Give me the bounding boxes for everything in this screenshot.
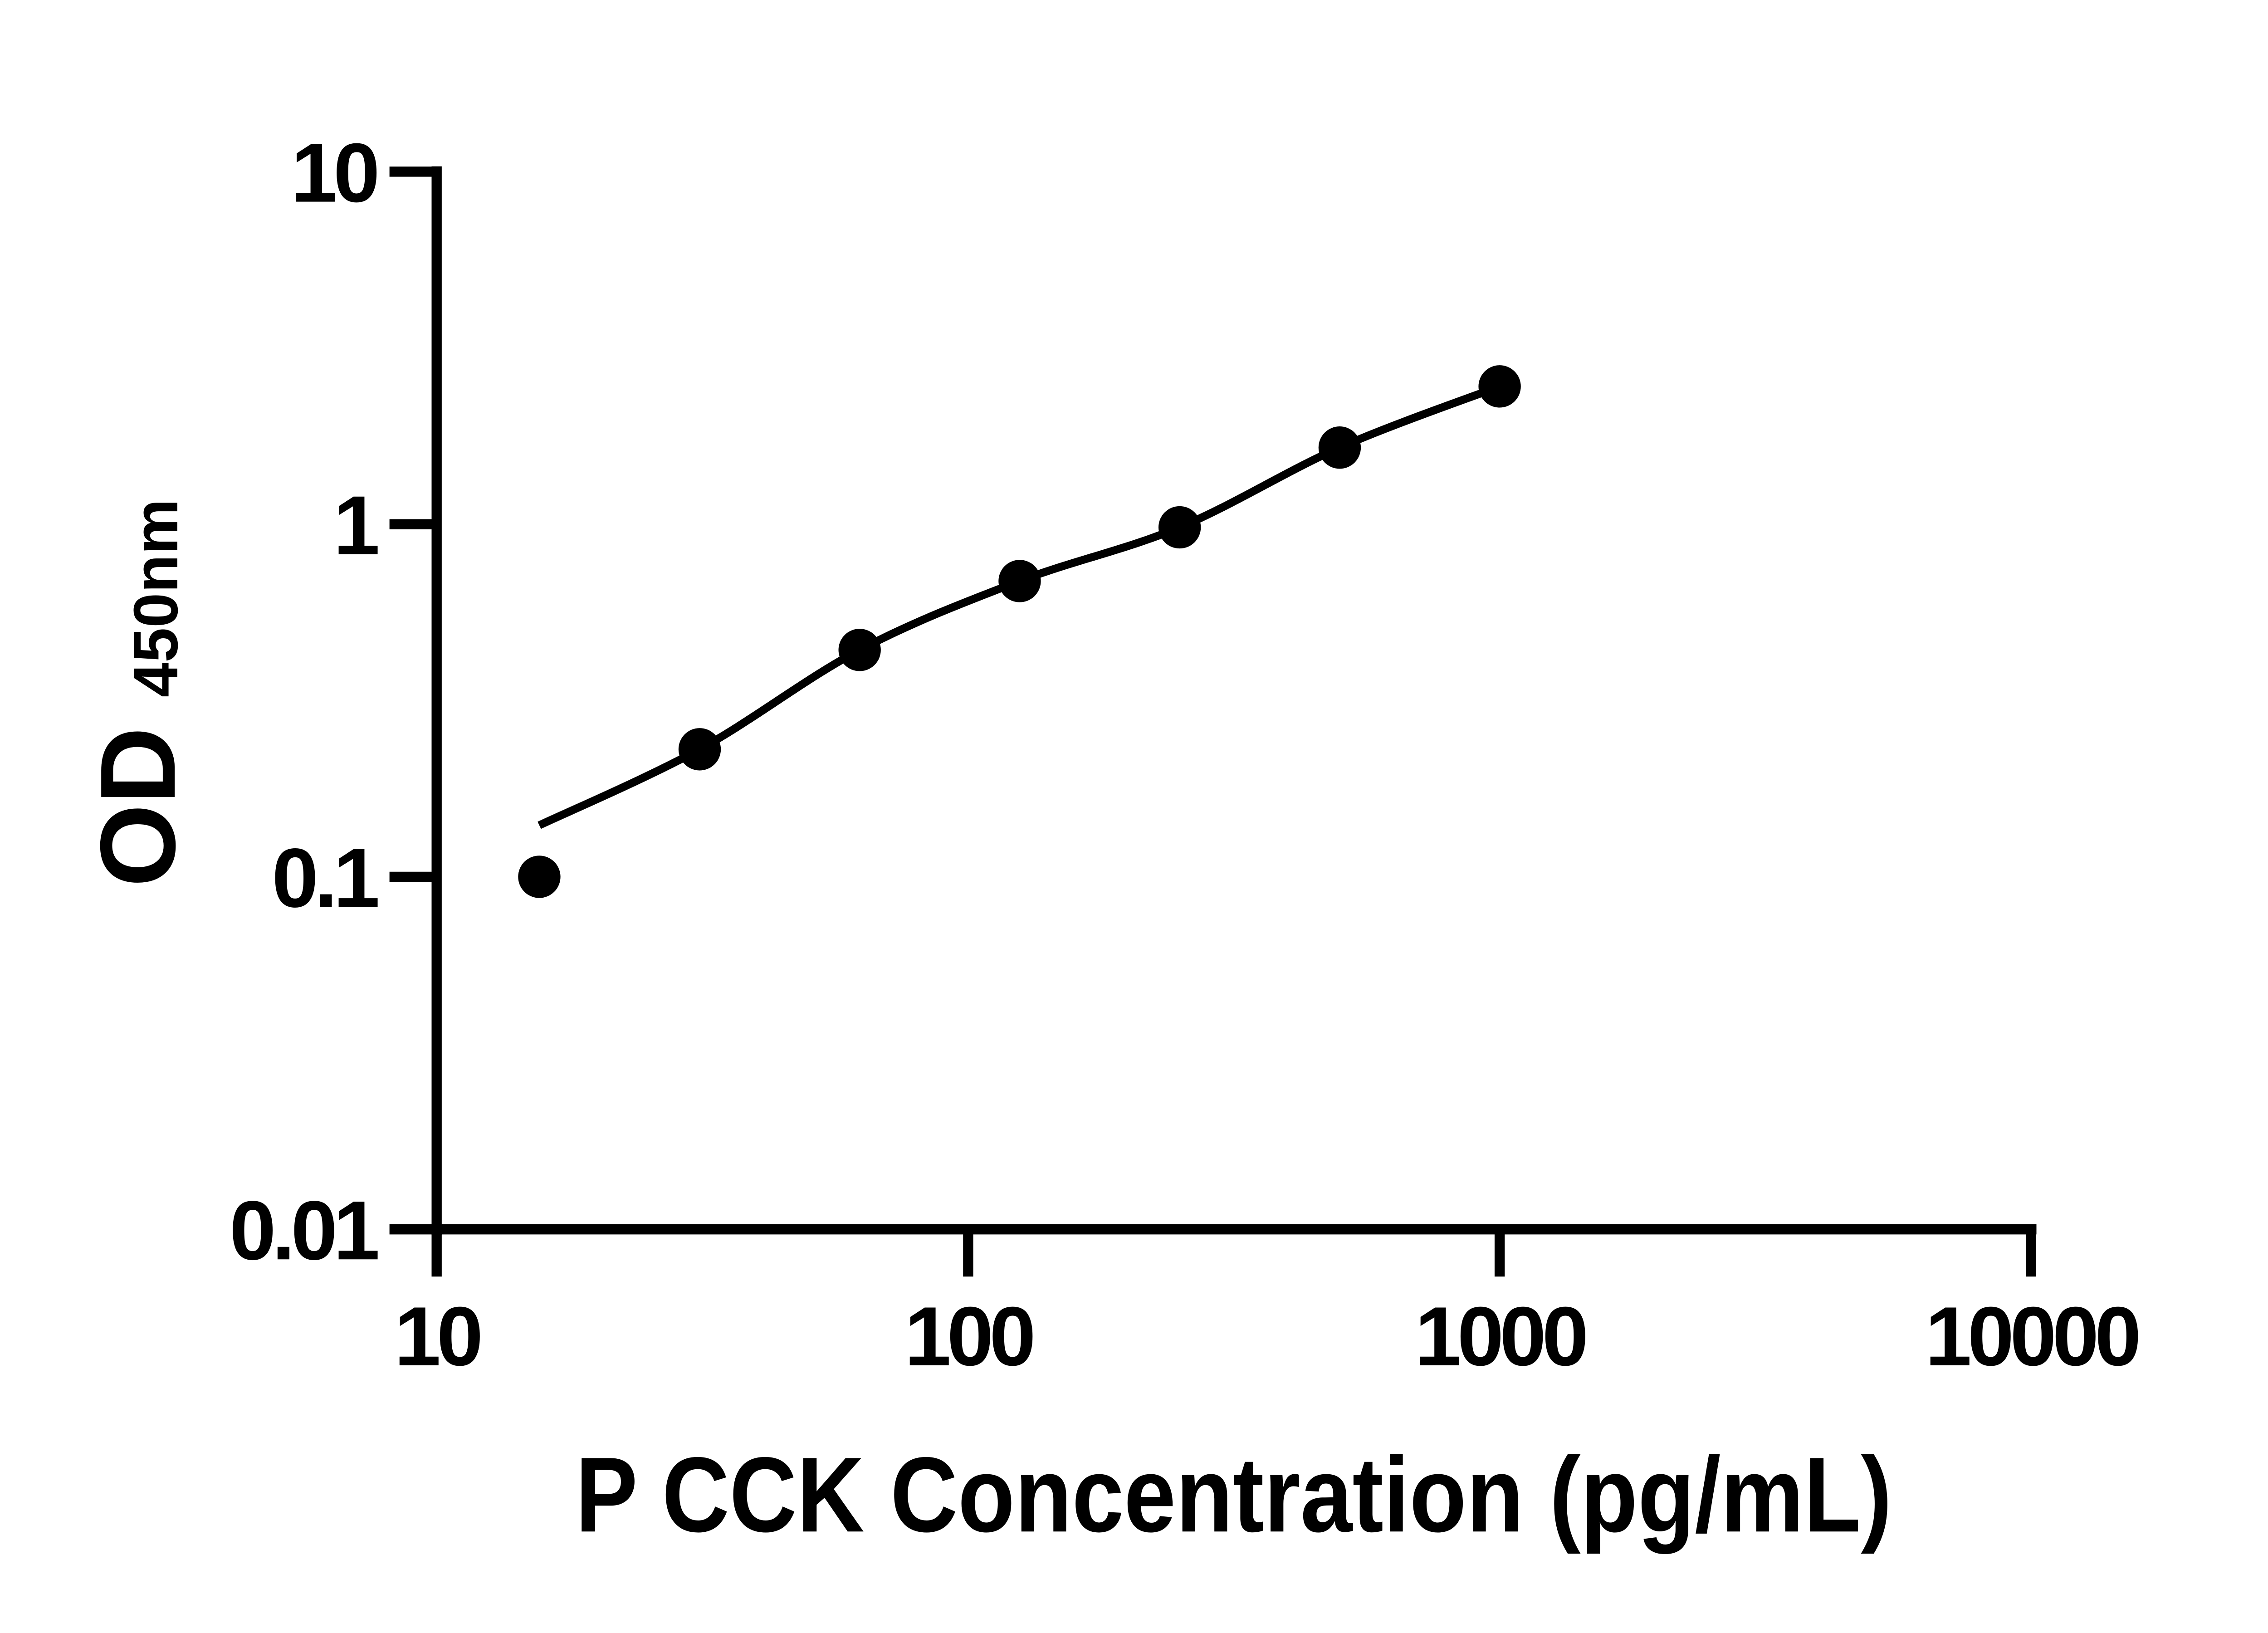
data-point (518, 856, 561, 898)
x-tick-label: 100 (904, 1290, 1033, 1384)
data-point (998, 560, 1041, 602)
y-axis-title-sub: 450nm (121, 499, 191, 697)
y-axis-title: OD 450nm (78, 499, 197, 887)
x-tick-marks (431, 1229, 2037, 1277)
data-points (518, 365, 1521, 898)
x-tick-label: 10 (394, 1290, 480, 1384)
y-tick-label: 0.1 (272, 831, 378, 925)
y-axis-title-main: OD (78, 727, 197, 887)
y-tick-label: 1 (333, 479, 378, 572)
data-point (1158, 506, 1201, 549)
y-tick-label: 10 (291, 127, 377, 220)
data-point (838, 629, 881, 671)
y-tick-labels: 10 1 0.1 0.01 (230, 127, 382, 1278)
x-tick-labels: 10 100 1000 10000 (394, 1290, 2142, 1384)
axes (431, 166, 2037, 1235)
x-axis-title: P CCK Concentration (pg/mL) (575, 1435, 1892, 1554)
x-tick-label: 1000 (1415, 1290, 1586, 1384)
data-point (1318, 426, 1361, 469)
y-tick-label: 0.01 (230, 1184, 378, 1277)
data-point (1478, 365, 1521, 408)
y-tick-marks (389, 166, 437, 1235)
x-tick-label: 10000 (1925, 1290, 2138, 1384)
data-point (678, 728, 721, 771)
